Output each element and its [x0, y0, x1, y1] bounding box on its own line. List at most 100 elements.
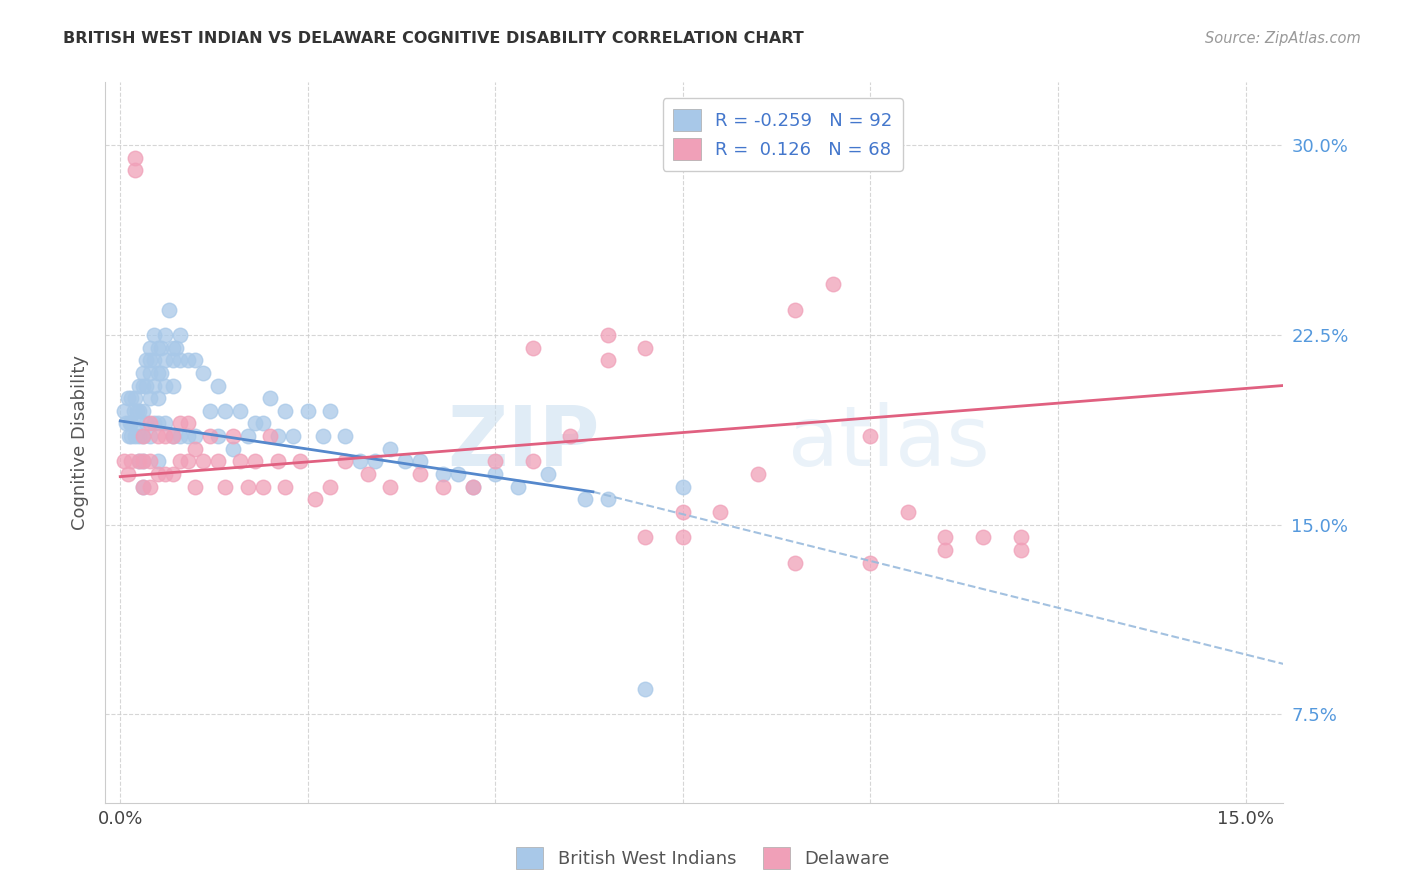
Point	[184, 442, 207, 456]
Point	[522, 341, 544, 355]
Point	[461, 480, 484, 494]
Point	[634, 341, 657, 355]
Point	[461, 480, 484, 494]
Point	[207, 429, 229, 443]
Point	[162, 378, 184, 392]
Point	[785, 556, 807, 570]
Point	[155, 429, 177, 443]
Point	[207, 454, 229, 468]
Point	[128, 429, 150, 443]
Point	[162, 353, 184, 368]
Point	[447, 467, 470, 481]
Point	[162, 341, 184, 355]
Point	[139, 391, 162, 405]
Point	[132, 366, 155, 380]
Point	[132, 480, 155, 494]
Point	[150, 341, 173, 355]
Y-axis label: Cognitive Disability: Cognitive Disability	[72, 355, 89, 530]
Point	[245, 417, 267, 431]
Point	[236, 429, 259, 443]
Point	[574, 492, 596, 507]
Point	[132, 454, 155, 468]
Point	[118, 417, 141, 431]
Point	[124, 151, 146, 165]
Point	[155, 467, 177, 481]
Point	[150, 366, 173, 380]
Point	[672, 530, 695, 544]
Point	[672, 480, 695, 494]
Point	[312, 429, 335, 443]
Point	[297, 404, 319, 418]
Point	[290, 454, 312, 468]
Point	[349, 454, 371, 468]
Point	[146, 341, 169, 355]
Point	[634, 682, 657, 697]
Point	[267, 429, 290, 443]
Point	[394, 454, 416, 468]
Point	[135, 353, 157, 368]
Point	[132, 404, 155, 418]
Text: ZIP: ZIP	[447, 402, 600, 483]
Point	[200, 404, 222, 418]
Point	[409, 454, 432, 468]
Point	[304, 492, 326, 507]
Point	[484, 467, 506, 481]
Point	[115, 417, 138, 431]
Point	[596, 327, 619, 342]
Point	[146, 391, 169, 405]
Point	[184, 353, 207, 368]
Point	[146, 366, 169, 380]
Point	[121, 454, 143, 468]
Point	[112, 404, 135, 418]
Point	[560, 429, 582, 443]
Point	[259, 429, 281, 443]
Point	[191, 366, 214, 380]
Point	[135, 378, 157, 392]
Point	[177, 417, 200, 431]
Point	[146, 467, 169, 481]
Point	[821, 277, 844, 292]
Point	[128, 378, 150, 392]
Text: BRITISH WEST INDIAN VS DELAWARE COGNITIVE DISABILITY CORRELATION CHART: BRITISH WEST INDIAN VS DELAWARE COGNITIV…	[63, 31, 804, 46]
Point	[132, 378, 155, 392]
Point	[125, 417, 148, 431]
Point	[1010, 543, 1032, 558]
Point	[200, 429, 222, 443]
Point	[124, 163, 146, 178]
Point	[184, 429, 207, 443]
Point	[785, 302, 807, 317]
Point	[506, 480, 529, 494]
Point	[128, 454, 150, 468]
Point	[139, 366, 162, 380]
Point	[259, 391, 281, 405]
Point	[934, 530, 956, 544]
Point	[522, 454, 544, 468]
Point	[934, 543, 956, 558]
Point	[319, 404, 342, 418]
Point	[143, 327, 166, 342]
Point	[634, 530, 657, 544]
Point	[162, 429, 184, 443]
Point	[132, 480, 155, 494]
Point	[128, 404, 150, 418]
Point	[169, 454, 191, 468]
Point	[169, 327, 191, 342]
Point	[143, 417, 166, 431]
Point	[236, 480, 259, 494]
Point	[1010, 530, 1032, 544]
Point	[146, 454, 169, 468]
Point	[274, 404, 297, 418]
Point	[155, 378, 177, 392]
Point	[364, 454, 387, 468]
Point	[281, 429, 304, 443]
Point	[274, 480, 297, 494]
Point	[409, 467, 432, 481]
Point	[897, 505, 920, 519]
Point	[135, 417, 157, 431]
Point	[335, 429, 357, 443]
Point	[143, 353, 166, 368]
Point	[335, 454, 357, 468]
Point	[112, 454, 135, 468]
Point	[139, 353, 162, 368]
Point	[157, 302, 180, 317]
